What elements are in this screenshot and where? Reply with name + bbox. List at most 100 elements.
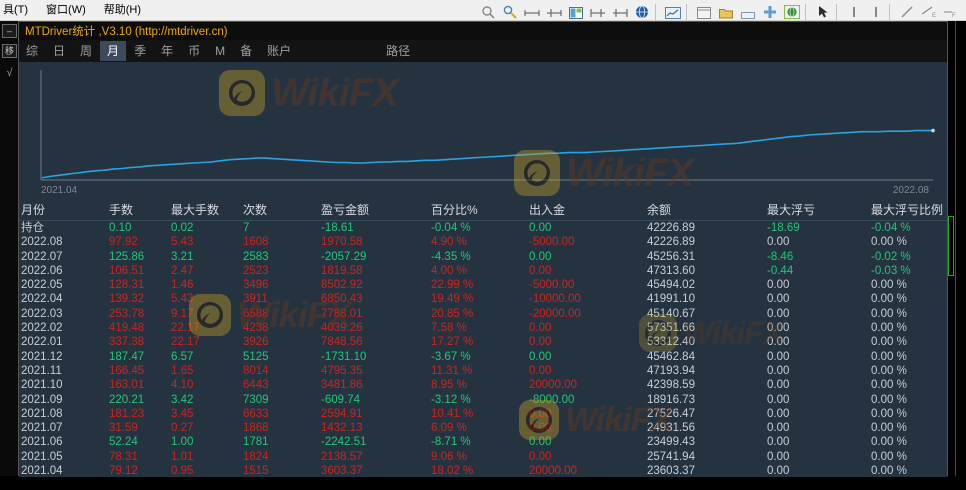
- cell-month: 2021.05: [21, 450, 63, 463]
- crosshair-icon[interactable]: [521, 1, 543, 20]
- cell-max-fl: 0.00: [767, 322, 790, 335]
- cell-count: 3496: [243, 279, 269, 292]
- window-menu[interactable]: 窗口(W): [46, 3, 86, 16]
- window-titlebar: MTDriver统计 ,V3.10 (http://mtdriver.cn): [19, 22, 947, 40]
- tab-week[interactable]: 周: [80, 44, 93, 58]
- help-menu[interactable]: 帮助(H): [103, 3, 142, 16]
- plus-icon[interactable]: [759, 1, 781, 20]
- tab-currency[interactable]: 币: [188, 44, 201, 58]
- cell-inout: 0.00: [529, 336, 552, 349]
- table-row[interactable]: 2022.04 139.32 5.43 3911 6850.43 19.49 % -1000…: [19, 292, 947, 306]
- col-month[interactable]: 月份: [19, 200, 107, 221]
- tab-account[interactable]: 账户: [267, 44, 292, 58]
- minimize-icon[interactable]: [737, 1, 759, 20]
- chart-window-icon[interactable]: [662, 1, 684, 20]
- tools-menu[interactable]: 具(T): [3, 3, 29, 16]
- tab-comment[interactable]: 备: [240, 44, 253, 58]
- table-row[interactable]: 2022.06 106.51 2.47 2523 1819.58 4.00 % 0.00 47…: [19, 264, 947, 278]
- table-row[interactable]: 2021.05 78.31 1.01 1824 2138.57 9.06 % 0.00 257…: [19, 450, 947, 464]
- cursor-bar-icon[interactable]: [843, 1, 865, 20]
- cell-lots: 139.32: [109, 293, 145, 306]
- table-row[interactable]: 2022.03 253.78 9.17 6588 7788.01 20.85 % -2000…: [19, 307, 947, 321]
- table-row[interactable]: 2021.09 220.21 3.42 7309 -609.74 -3.12 % -8000…: [19, 393, 947, 407]
- table-row[interactable]: 2022.01 337.38 22.17 3926 7848.56 17.27 % 0.00…: [19, 335, 947, 349]
- col-profit-loss[interactable]: 盈亏金额: [319, 200, 429, 221]
- folder-icon[interactable]: [715, 1, 737, 20]
- axis-start-label: 2021.04: [41, 185, 78, 196]
- cell-max-lots: 1.00: [171, 436, 194, 449]
- cell-max-lots: 0.95: [171, 465, 194, 477]
- fibo-icon[interactable]: F: [940, 1, 962, 20]
- col-max-lots[interactable]: 最大手数: [169, 200, 241, 221]
- cell-max-fl-pct: 0.00 %: [871, 336, 907, 349]
- table-row[interactable]: 2021.08 181.23 3.45 6633 2594.91 10.41 % 0.00 2…: [19, 407, 947, 421]
- table-row[interactable]: 2022.07 125.86 3.21 2583 -2057.29 -4.35 % 0.00…: [19, 250, 947, 264]
- window-split-icon[interactable]: [565, 1, 587, 20]
- measure-icon[interactable]: [543, 1, 565, 20]
- statistics-table-panel[interactable]: 月份 手数 最大手数 次数 盈亏金额 百分比% 出入金 余额 最大浮亏 最大浮亏…: [19, 200, 947, 477]
- cell-lots: 163.01: [109, 379, 145, 392]
- zoom-in-edit-icon[interactable]: [499, 1, 521, 20]
- table-row[interactable]: 持仓 0.10 0.02 7 -18.61 -0.04 % 0.00 42226.89 -18.…: [19, 221, 947, 236]
- tab-magic[interactable]: M: [215, 44, 226, 58]
- col-percent[interactable]: 百分比%: [429, 200, 527, 221]
- checkmark-icon[interactable]: √: [6, 66, 13, 79]
- col-lots[interactable]: 手数: [107, 200, 169, 221]
- tab-quarter[interactable]: 季: [134, 44, 147, 58]
- cell-max-lots: 9.17: [171, 307, 194, 320]
- globe-icon[interactable]: [631, 1, 653, 20]
- cell-max-fl: -18.69: [767, 222, 800, 234]
- tab-path[interactable]: 路径: [386, 44, 411, 58]
- move-button[interactable]: 移: [2, 44, 17, 58]
- trendline-icon[interactable]: [896, 1, 918, 20]
- col-count[interactable]: 次数: [241, 200, 319, 221]
- cell-max-fl: 0.00: [767, 465, 790, 477]
- table-row[interactable]: 2022.08 97.92 5.43 1608 1970.58 4.90 % -5000.0…: [19, 235, 947, 249]
- equidistant-icon[interactable]: E: [918, 1, 940, 20]
- col-balance[interactable]: 余额: [645, 200, 765, 221]
- tab-month[interactable]: 月: [100, 41, 127, 61]
- cell-lots: 181.23: [109, 407, 145, 420]
- minimize-button[interactable]: –: [2, 24, 17, 38]
- cell-pl: -2057.29: [321, 250, 367, 263]
- cell-lots: 79.12: [109, 465, 138, 477]
- cell-pct: 18.02 %: [431, 465, 474, 477]
- tab-year[interactable]: 年: [161, 44, 174, 58]
- equity-line: [41, 129, 934, 179]
- vline-icon[interactable]: [865, 1, 887, 20]
- table-row[interactable]: 2021.04 79.12 0.95 1515 3603.37 18.02 % 20000.…: [19, 464, 947, 477]
- expand-h-icon[interactable]: [587, 1, 609, 20]
- new-window-icon[interactable]: [693, 1, 715, 20]
- cell-month: 2022.05: [21, 279, 63, 292]
- cursor-arrow-icon[interactable]: [812, 1, 834, 20]
- col-max-floating-loss-pct[interactable]: 最大浮亏比例: [869, 200, 947, 221]
- table-row[interactable]: 2021.07 31.59 0.27 1868 1432.13 6.09 % 0.00 249…: [19, 421, 947, 435]
- cell-count: 8014: [243, 364, 269, 377]
- cell-balance: 27526.47: [647, 407, 695, 420]
- cell-max-lots: 6.57: [171, 350, 194, 363]
- cell-balance: 24931.56: [647, 422, 695, 435]
- table-row[interactable]: 2021.10 163.01 4.10 6443 3481.86 8.95 % 20000.…: [19, 378, 947, 392]
- cell-count: 6443: [243, 379, 269, 392]
- expand-v-icon[interactable]: [609, 1, 631, 20]
- cell-pl: 1970.58: [321, 236, 363, 249]
- table-row[interactable]: 2021.12 187.47 6.57 5125 -1731.10 -3.67 % 0.00…: [19, 350, 947, 364]
- cell-balance: 45462.84: [647, 350, 695, 363]
- globe-green-icon[interactable]: [781, 1, 803, 20]
- table-row[interactable]: 2022.02 419.48 22.17 4238 4039.26 7.58 % 0.00 5…: [19, 321, 947, 335]
- tab-day[interactable]: 日: [53, 44, 66, 58]
- right-divider: [955, 21, 956, 476]
- equity-chart-panel[interactable]: 2021.04 2022.08: [19, 62, 947, 200]
- axis-end-label: 2022.08: [892, 185, 929, 196]
- cell-month: 2022.03: [21, 307, 63, 320]
- cell-max-lots: 3.45: [171, 407, 194, 420]
- table-row[interactable]: 2021.11 166.45 1.65 8014 4795.35 11.31 % 0.00 4…: [19, 364, 947, 378]
- table-row[interactable]: 2021.06 52.24 1.00 1781 -2242.51 -8.71 % 0.00 2…: [19, 435, 947, 449]
- table-row[interactable]: 2022.05 128.31 1.46 3496 8502.92 22.99 % -5000…: [19, 278, 947, 292]
- col-deposit-withdraw[interactable]: 出入金: [527, 200, 645, 221]
- col-max-floating-loss[interactable]: 最大浮亏: [765, 200, 869, 221]
- tab-strip: 综 日 周 月 季 年 币 M 备 账户 路径: [19, 40, 947, 62]
- chart-scroll-indicator[interactable]: [948, 216, 954, 276]
- zoom-out-icon[interactable]: [477, 1, 499, 20]
- tab-summary[interactable]: 综: [26, 44, 39, 58]
